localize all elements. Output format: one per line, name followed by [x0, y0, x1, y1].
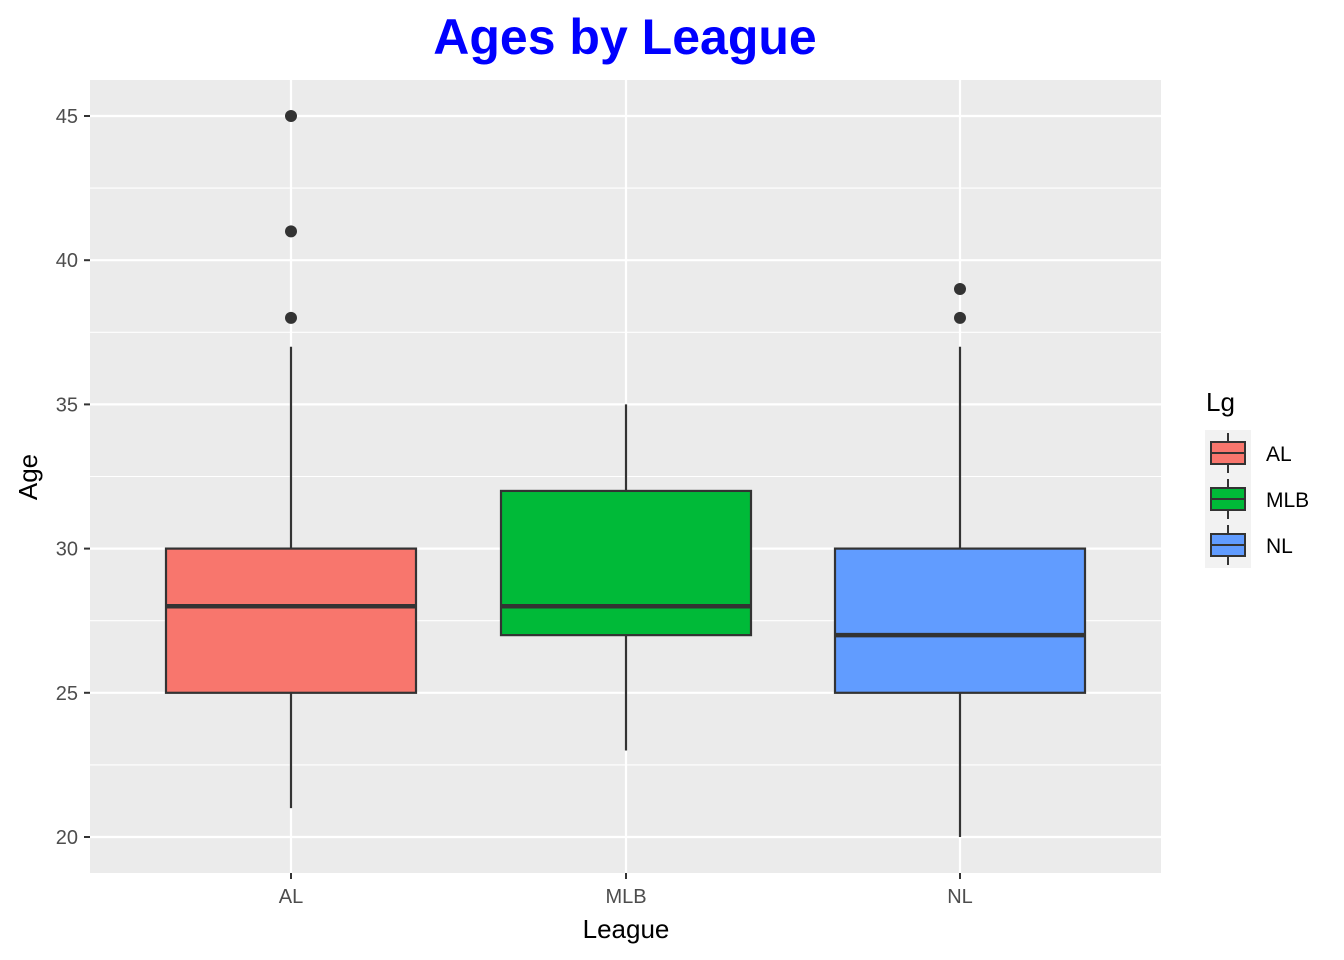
y-axis: 20 25 30 35 40 45 — [56, 106, 90, 849]
legend-item-al: AL — [1210, 433, 1292, 473]
x-tick-label: AL — [279, 886, 303, 908]
y-tick-label: 40 — [56, 250, 78, 272]
outlier-point — [285, 225, 297, 238]
y-tick-label: 45 — [56, 106, 78, 128]
legend-item-mlb: MLB — [1210, 479, 1309, 519]
outlier-point — [954, 283, 966, 296]
outlier-point — [285, 110, 297, 122]
y-axis-title: Age — [13, 454, 43, 500]
boxes-layer — [164, 110, 1087, 837]
x-axis: AL MLB NL — [279, 873, 973, 908]
legend-label: NL — [1266, 535, 1293, 558]
x-tick-label: MLB — [605, 886, 646, 908]
iqr-box — [499, 489, 753, 637]
box-mlb — [499, 404, 753, 751]
x-axis-title: League — [583, 914, 670, 944]
outlier-point — [954, 311, 966, 324]
iqr-box — [164, 547, 418, 694]
y-tick-label: 35 — [56, 394, 78, 416]
iqr-box — [833, 547, 1087, 694]
box-nl — [833, 283, 1087, 837]
legend-label: AL — [1266, 443, 1292, 466]
legend-item-nl: NL — [1210, 525, 1293, 565]
x-tick-label: NL — [947, 886, 973, 908]
y-tick-label: 20 — [56, 827, 78, 849]
legend-label: MLB — [1266, 489, 1309, 512]
y-tick-label: 25 — [56, 683, 78, 705]
legend: Lg AL MLB NL — [1205, 387, 1309, 568]
outlier-point — [285, 311, 297, 324]
legend-title: Lg — [1206, 387, 1235, 417]
y-tick-label: 30 — [56, 539, 78, 561]
box-al — [164, 110, 418, 809]
chart-title: Ages by League — [433, 9, 816, 65]
